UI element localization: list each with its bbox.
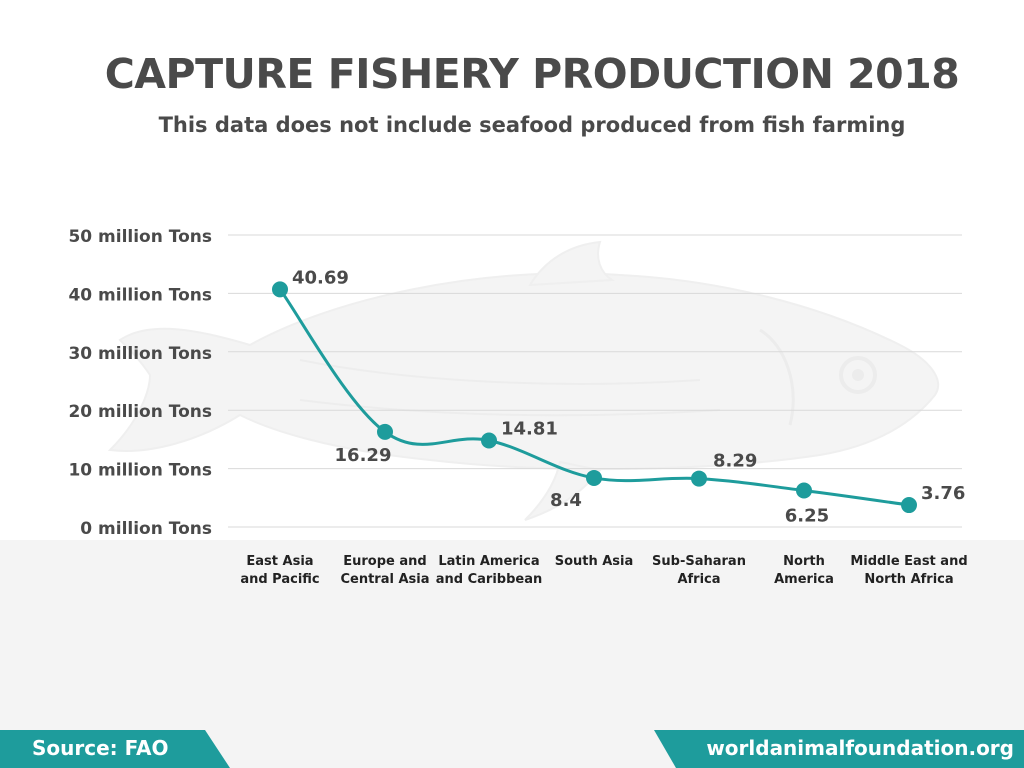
data-label: 16.29	[335, 445, 392, 466]
source-text: Source: FAO	[32, 736, 169, 760]
y-tick-label: 40 million Tons	[68, 285, 212, 305]
fish-watermark-icon	[107, 240, 940, 521]
y-tick-label: 50 million Tons	[68, 227, 212, 247]
x-tick-label-line: and Caribbean	[436, 572, 543, 587]
x-tick-label: Middle East and North Africa	[850, 554, 967, 587]
data-label: 40.69	[292, 267, 349, 288]
x-tick-label-line: America	[774, 572, 834, 587]
data-point	[481, 432, 497, 449]
source-banner: Source: FAO	[0, 730, 230, 768]
data-label: 6.25	[785, 506, 829, 527]
y-tick-label: 0 million Tons	[80, 519, 212, 539]
data-label: 8.29	[713, 451, 757, 472]
data-label: 3.76	[921, 483, 965, 504]
x-tick-label-line: Europe and	[343, 554, 426, 569]
website-banner: worldanimalfoundation.org	[654, 730, 1024, 768]
x-tick-label-line: Sub-Saharan	[652, 554, 746, 569]
data-point	[691, 470, 707, 487]
page-subtitle: This data does not include seafood produ…	[158, 113, 906, 137]
data-point	[901, 497, 917, 514]
x-tick-label-line: Middle East and	[850, 554, 967, 569]
x-tick-label: Europe and Central Asia	[340, 554, 429, 587]
data-label: 8.4	[550, 490, 582, 511]
x-tick-label-line: East Asia	[246, 554, 313, 569]
y-tick-label: 10 million Tons	[68, 461, 212, 481]
x-tick-label-line: North	[783, 554, 825, 569]
x-tick-label: East Asia and Pacific	[240, 554, 319, 587]
data-point	[796, 482, 812, 499]
page-title: CAPTURE FISHERY PRODUCTION 2018	[104, 50, 960, 98]
x-tick-label-line: Africa	[677, 572, 720, 587]
website-text: worldanimalfoundation.org	[706, 736, 1014, 760]
data-point	[586, 469, 602, 486]
x-tick-label-line: North Africa	[864, 572, 953, 587]
x-tick-label-line: and Pacific	[240, 572, 319, 587]
data-point	[377, 423, 393, 440]
x-tick-label: Sub-Saharan Africa	[652, 554, 746, 587]
y-tick-label: 20 million Tons	[68, 402, 212, 422]
x-tick-label: South Asia	[555, 554, 634, 569]
data-point	[272, 281, 288, 298]
data-label: 14.81	[501, 419, 558, 440]
y-tick-label: 30 million Tons	[68, 344, 212, 364]
x-tick-label-line: Latin America	[438, 554, 539, 569]
x-tick-label-line: South Asia	[555, 554, 634, 569]
x-tick-label-line: Central Asia	[340, 572, 429, 587]
x-tick-label: Latin America and Caribbean	[436, 554, 543, 587]
x-tick-label: North America	[774, 554, 834, 587]
